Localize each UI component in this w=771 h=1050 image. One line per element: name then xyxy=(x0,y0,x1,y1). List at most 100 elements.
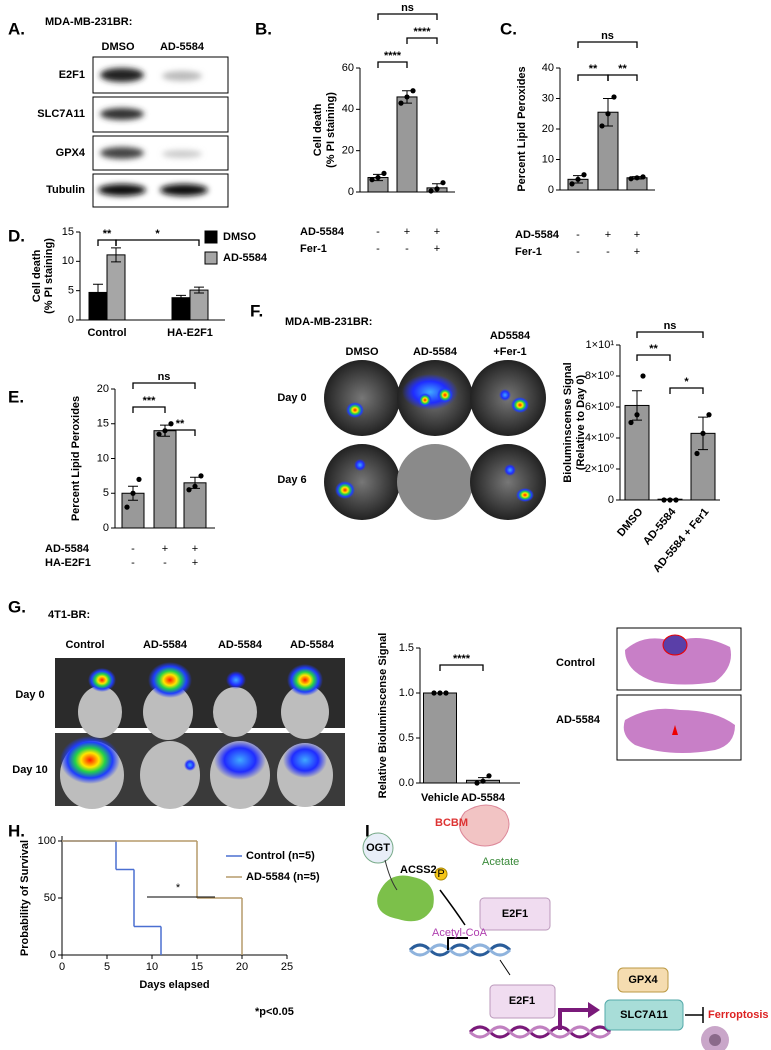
treatment-sign: - xyxy=(376,226,380,238)
data-point xyxy=(480,778,486,784)
diagram-label: GPX4 xyxy=(628,974,658,986)
y-axis-label: Bioluminscense Signal xyxy=(562,362,574,482)
imaging-column: AD-5584 xyxy=(218,639,263,651)
data-point xyxy=(136,476,142,482)
data-point xyxy=(124,504,130,510)
legend-label: AD-5584 (n=5) xyxy=(246,871,320,883)
imaging-column: AD-5584 xyxy=(143,639,188,651)
diagram-label: E2F1 xyxy=(502,908,528,920)
diagram-label: E2F1 xyxy=(509,995,535,1007)
legend-label: AD-5584 xyxy=(223,252,268,264)
treatment-sign: + xyxy=(434,226,440,238)
significance-label: **** xyxy=(453,653,471,665)
y-tick-label: 0 xyxy=(608,494,614,506)
treatment-sign: - xyxy=(405,243,409,255)
treatment-sign: - xyxy=(131,557,135,569)
bar xyxy=(396,96,418,193)
treatment-sign: + xyxy=(404,226,410,238)
treatment-label: AD-5584 xyxy=(300,226,345,238)
treatment-sign: + xyxy=(605,229,611,241)
imaging-row: Day 0 xyxy=(277,392,306,404)
y-tick-label: 0 xyxy=(548,184,554,196)
diagram-label: Acetate xyxy=(482,856,519,868)
legend-swatch xyxy=(204,251,218,265)
imaging-column: AD5584 xyxy=(490,330,531,342)
diagram-label: SLC7A11 xyxy=(620,1009,668,1021)
data-point xyxy=(440,180,446,186)
y-tick-label: 15 xyxy=(97,418,109,430)
significance-bracket xyxy=(577,74,609,81)
data-point xyxy=(673,497,679,503)
data-point xyxy=(486,773,492,779)
data-point xyxy=(130,490,136,496)
data-point xyxy=(694,450,700,457)
y-tick-label: 5 xyxy=(103,487,109,499)
significance-label: ** xyxy=(618,63,627,75)
y-axis-label: (% PI staining) xyxy=(43,238,55,314)
data-point xyxy=(611,94,617,100)
bar xyxy=(106,254,126,321)
treatment-sign: - xyxy=(576,246,580,258)
treatment-label: AD-5584 xyxy=(45,543,90,555)
data-point xyxy=(628,176,634,182)
data-point xyxy=(192,483,198,489)
x-tick-label: 15 xyxy=(191,961,203,973)
histology-label: AD-5584 xyxy=(556,714,601,726)
panel-label: E. xyxy=(8,387,24,406)
data-point xyxy=(398,100,404,106)
significance-label: **** xyxy=(413,26,431,38)
y-axis-label: Percent Lipid Peroxides xyxy=(516,66,528,191)
data-point xyxy=(443,690,449,696)
imaging-column: AD-5584 xyxy=(413,346,458,358)
data-point xyxy=(434,186,440,192)
significance-bracket xyxy=(132,382,196,389)
treatment-sign: + xyxy=(192,543,198,555)
panel-label: H. xyxy=(8,821,25,840)
data-point xyxy=(634,412,640,418)
significance-bracket xyxy=(636,331,704,338)
diagram-label: Ferroptosis xyxy=(708,1009,769,1021)
y-tick-label: 100 xyxy=(38,835,56,847)
y-tick-label: 0 xyxy=(68,314,74,326)
y-tick-label: 1×10¹ xyxy=(586,339,615,351)
note: *p<0.05 xyxy=(255,1006,294,1018)
blot-column: DMSO xyxy=(102,41,135,53)
data-point xyxy=(437,690,443,696)
panel-label: D. xyxy=(8,226,25,245)
significance-bracket xyxy=(97,239,117,246)
bar xyxy=(171,297,191,321)
error-bar xyxy=(93,283,103,302)
diagram-label: ACSS2 xyxy=(400,864,437,876)
imaging-row: Day 10 xyxy=(12,764,47,776)
annotation: * xyxy=(176,882,181,894)
y-tick-label: 2×10⁰ xyxy=(585,463,615,475)
data-point xyxy=(628,419,634,426)
treatment-sign: + xyxy=(434,243,440,255)
significance-label: ns xyxy=(664,320,677,332)
y-tick-label: 6×10⁰ xyxy=(585,401,615,413)
bar xyxy=(423,692,457,784)
data-point xyxy=(700,430,706,436)
error-bar xyxy=(111,247,121,263)
diagram-label: BCBM xyxy=(435,817,468,829)
significance-label: ns xyxy=(401,2,414,14)
significance-bracket xyxy=(132,406,166,413)
significance-label: ** xyxy=(649,343,658,355)
significance-bracket xyxy=(577,41,638,48)
treatment-sign: + xyxy=(162,543,168,555)
treatment-sign: + xyxy=(634,246,640,258)
blot xyxy=(92,56,229,208)
data-point xyxy=(410,88,416,94)
y-tick-label: 15 xyxy=(62,226,74,238)
treatment-label: AD-5584 xyxy=(515,229,560,241)
diagram-label: OGT xyxy=(366,842,390,854)
x-tick-label: DMSO xyxy=(615,506,646,539)
y-tick-label: 0.0 xyxy=(399,777,414,789)
y-tick-label: 20 xyxy=(542,123,554,135)
y-tick-label: 50 xyxy=(44,892,56,904)
data-point xyxy=(198,473,204,479)
y-tick-label: 5 xyxy=(68,285,74,297)
bar xyxy=(189,289,209,321)
blot-row: Tubulin xyxy=(46,184,85,196)
